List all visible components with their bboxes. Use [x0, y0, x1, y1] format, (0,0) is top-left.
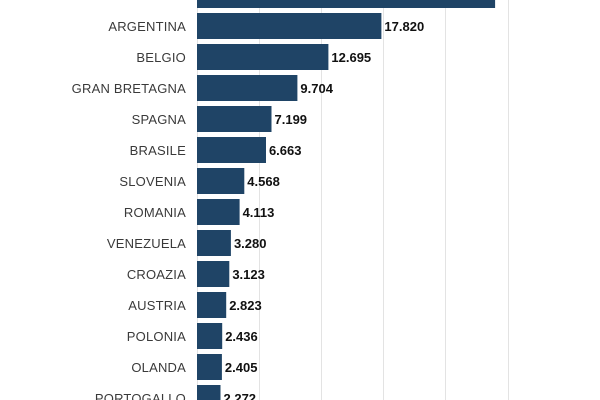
- value-label: 7.199: [275, 112, 308, 127]
- value-label: 2.436: [225, 329, 258, 344]
- bar: [197, 75, 298, 101]
- value-label: 6.663: [269, 143, 302, 158]
- bar: [197, 199, 240, 225]
- value-label: 3.123: [232, 267, 265, 282]
- value-label: 12.695: [331, 50, 371, 65]
- category-label: BELGIO: [136, 50, 186, 65]
- bar: [197, 292, 227, 318]
- bar: [197, 385, 221, 400]
- category-label: ROMANIA: [124, 205, 186, 220]
- bar: [197, 106, 272, 132]
- value-label: 3.280: [234, 236, 267, 251]
- category-label: SPAGNA: [132, 112, 187, 127]
- bar: [197, 44, 329, 70]
- category-labels: ARGENTINA BELGIO GRAN BRETAGNA SPAGNA BRASIL…: [72, 19, 186, 400]
- value-labels: 17.820 12.695 9.704 7.199 6.663 4.568 4.113 3.2…: [224, 19, 425, 400]
- category-label: VENEZUELA: [107, 236, 186, 251]
- value-label: 2.272: [224, 391, 257, 400]
- category-label: PORTOGALLO: [95, 391, 186, 400]
- value-label: 2.823: [229, 298, 262, 313]
- bar: [197, 230, 231, 256]
- value-label: 4.568: [247, 174, 280, 189]
- category-label: AUSTRIA: [128, 298, 186, 313]
- category-label: OLANDA: [131, 360, 186, 375]
- bar: [197, 261, 230, 287]
- value-label: 17.820: [384, 19, 424, 34]
- value-label: 9.704: [300, 81, 333, 96]
- category-label: BRASILE: [130, 143, 186, 158]
- bar: [197, 323, 223, 349]
- bar: [197, 354, 222, 380]
- bars: [197, 0, 496, 400]
- bar: [197, 168, 245, 194]
- bar: [197, 13, 382, 39]
- bar: [197, 137, 266, 163]
- category-label: SLOVENIA: [119, 174, 186, 189]
- category-label: CROAZIA: [127, 267, 186, 282]
- category-label: GRAN BRETAGNA: [72, 81, 186, 96]
- bar: [197, 0, 496, 8]
- category-label: ARGENTINA: [108, 19, 186, 34]
- category-label: POLONIA: [127, 329, 186, 344]
- value-label: 2.405: [225, 360, 258, 375]
- value-label: 4.113: [243, 205, 275, 220]
